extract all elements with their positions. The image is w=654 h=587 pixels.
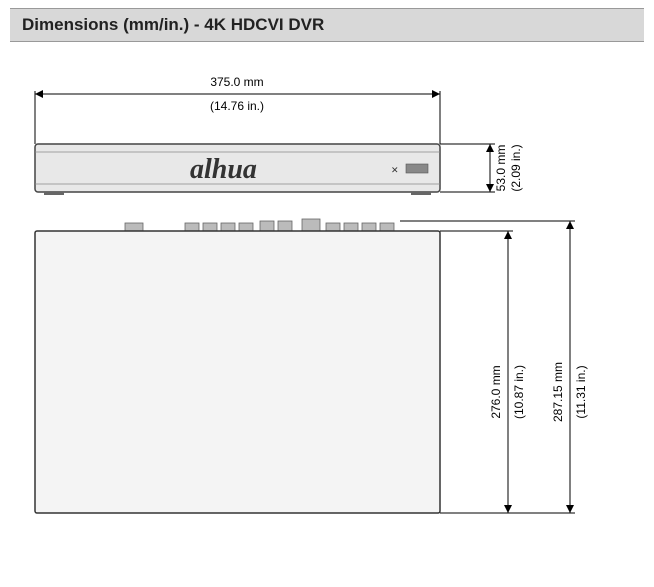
depth-outer-mm-label: 287.15 mm — [551, 362, 565, 422]
width-dimension: 375.0 mm (14.76 in.) — [35, 75, 440, 144]
diagram-svg: 375.0 mm (14.76 in.) alhua ✕ 53.0 mm (2.… — [10, 56, 644, 576]
rear-ports — [125, 219, 394, 231]
front-x-icon: ✕ — [391, 165, 399, 175]
height-in-label: (2.09 in.) — [509, 144, 523, 191]
height-dimension: 53.0 mm (2.09 in.) — [440, 144, 523, 192]
front-indicator-strip — [406, 164, 428, 173]
depth-inner-mm-label: 276.0 mm — [489, 365, 503, 418]
brand-logo: alhua — [190, 154, 257, 185]
section-title: Dimensions (mm/in.) - 4K HDCVI DVR — [22, 15, 324, 34]
width-in-label: (14.76 in.) — [210, 99, 264, 113]
depth-outer-in-label: (11.31 in.) — [574, 365, 588, 418]
device-top-view — [35, 219, 440, 513]
depth-inner-in-label: (10.87 in.) — [512, 365, 526, 419]
section-header: Dimensions (mm/in.) - 4K HDCVI DVR — [10, 8, 644, 42]
dimension-diagram: 375.0 mm (14.76 in.) alhua ✕ 53.0 mm (2.… — [10, 56, 644, 576]
height-mm-label: 53.0 mm — [494, 145, 508, 192]
width-mm-label: 375.0 mm — [210, 75, 263, 89]
device-front-view: alhua ✕ — [35, 144, 440, 195]
